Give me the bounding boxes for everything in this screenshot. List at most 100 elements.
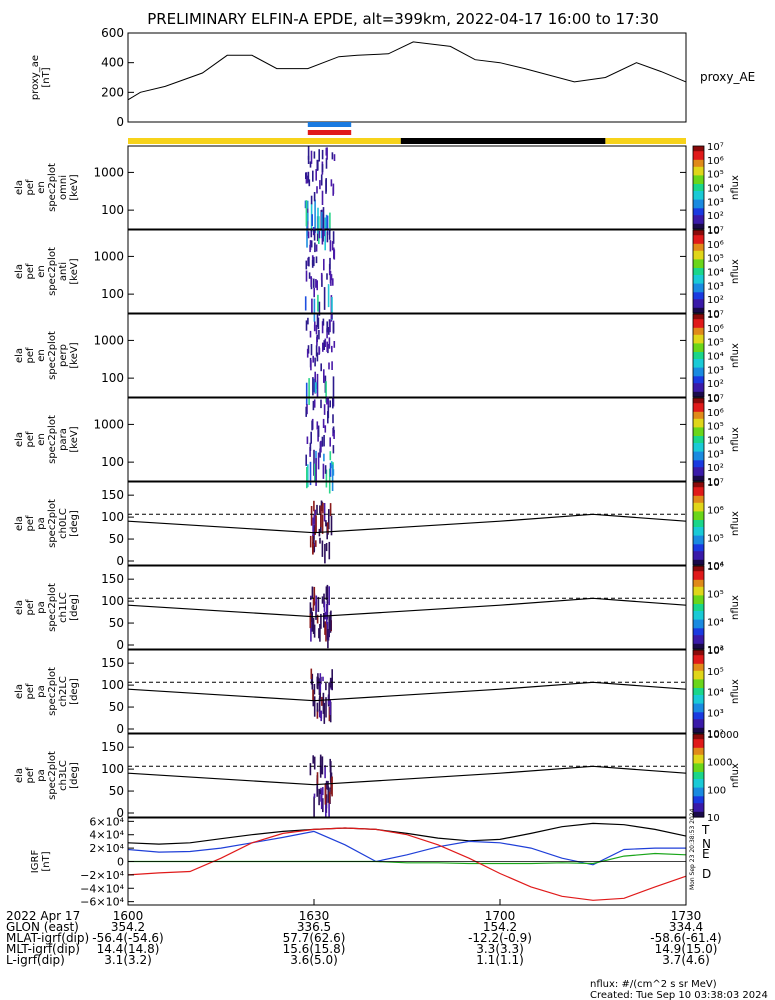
axis-label: [deg] [69, 678, 80, 705]
colorbar-cell [693, 458, 704, 461]
pitch-angle-pixel [310, 607, 313, 622]
spectrogram-pixel [328, 362, 330, 370]
spectrogram-pixel [315, 279, 317, 288]
colorbar-cell [693, 364, 704, 367]
colorbar-cell [693, 720, 704, 724]
spectrogram-pixel [309, 461, 312, 486]
spectrogram-pixel [307, 155, 310, 164]
axis-label: ela [14, 768, 25, 783]
pitch-angle-pixel [329, 681, 332, 687]
pitch-angle-pixel [309, 535, 312, 548]
colorbar-cell [693, 667, 704, 670]
pitch-angle-pixel [316, 709, 319, 719]
colorbar-cell [693, 434, 704, 437]
spectrogram-pixel [316, 421, 319, 430]
pitch-angle-pixel [327, 780, 329, 790]
colorbar-cell [693, 535, 704, 538]
colorbar-tick-label: 10² [707, 463, 724, 474]
spectrogram-pixel [312, 400, 315, 411]
spectrogram-pixel [322, 318, 325, 326]
colorbar-cell [693, 292, 704, 295]
spectrogram-pixel [332, 426, 335, 433]
colorbar-tick-label: 10⁴ [707, 617, 724, 628]
colorbar-cell [693, 154, 704, 157]
footer-value: 334.4 [669, 920, 703, 934]
colorbar-frame [692, 145, 705, 230]
colorbar-tick-label: 10⁵ [707, 667, 724, 678]
colorbar-cell [693, 611, 704, 614]
spectrogram-pixel [320, 272, 323, 281]
colorbar-cell [693, 189, 704, 192]
spectrogram-pixel [326, 215, 329, 236]
spectrogram-pixel [326, 341, 328, 352]
pitch-angle-pixel [325, 798, 327, 818]
colorbar-cell [693, 406, 704, 409]
colorbar-cell [693, 651, 704, 654]
pitch-angle-pixel [328, 541, 331, 560]
colorbar-cell [693, 288, 704, 292]
colorbar-cell [693, 451, 704, 454]
colorbar-cell [693, 681, 704, 684]
colorbar-cell [693, 735, 704, 738]
spectrogram-pixel [326, 321, 328, 333]
spectrogram-pixel [325, 381, 327, 403]
y-tick-label: 4×10⁴ [89, 829, 124, 842]
colorbar-tick-label: 10³ [707, 281, 724, 292]
colorbar-cell [693, 215, 704, 218]
colorbar-cell [693, 273, 704, 276]
colorbar-cell [693, 578, 704, 581]
colorbar-cell [693, 477, 704, 480]
spectrogram-pixel [329, 257, 331, 270]
colorbar-cell [693, 336, 704, 339]
colorbar-tick-label: 10⁴ [707, 436, 724, 447]
colorbar-cell [693, 775, 704, 778]
colorbar-tick-label: 10⁷ [707, 310, 724, 321]
axis-label: [deg] [69, 510, 80, 537]
pitch-angle-pixel [313, 796, 315, 818]
y-tick-label: 0 [116, 806, 124, 820]
spectrogram-pixel [311, 420, 313, 431]
footer-value: 57.7(62.6) [283, 931, 346, 945]
axis-label: ela [14, 684, 25, 699]
colorbar-cell [693, 213, 704, 216]
colorbar-cell [693, 379, 704, 382]
colorbar-cell [693, 801, 704, 804]
colorbar-cell [693, 365, 704, 369]
colorbar-cell [693, 381, 704, 384]
status-bar-segment [128, 138, 401, 144]
colorbar-cell [693, 583, 704, 586]
spectrogram-pixel [321, 164, 324, 173]
spectrogram-pixel [314, 242, 316, 253]
spectrogram-pixel [331, 152, 334, 160]
colorbar-frame [692, 481, 705, 566]
spectrogram-pixel [331, 361, 333, 370]
spectrogram-pixel [329, 212, 331, 232]
colorbar-cell [693, 759, 704, 763]
colorbar-cell [693, 261, 704, 264]
pitch-angle-pixel [321, 756, 324, 775]
colorbar-cell [693, 640, 704, 643]
spectrogram-pixel [326, 397, 328, 405]
spectrogram-pixel [310, 150, 313, 164]
footer-value: 336.5 [297, 920, 331, 934]
y-tick-label: 100 [101, 203, 124, 217]
axis-label: pef [25, 347, 36, 364]
colorbar-tick-label: 10⁴ [707, 268, 724, 279]
colorbar-cell [693, 311, 704, 314]
colorbar-tick-label: 10⁶ [707, 156, 724, 167]
colorbar-cell [693, 712, 704, 715]
spectrogram-pixel [308, 256, 310, 267]
spectrogram-pixel [308, 272, 311, 279]
spectrogram-pixel [323, 228, 325, 237]
spectrogram-pixel [314, 321, 316, 331]
y-tick-label: 0 [116, 722, 124, 736]
status-bar-segment [605, 138, 686, 144]
colorbar-cell [693, 436, 704, 439]
colorbar-cell [693, 455, 704, 458]
colorbar-cell [693, 180, 704, 183]
pitch-angle-pixel [324, 765, 326, 779]
colorbar-cell [693, 388, 704, 391]
spectrogram-pixel [313, 298, 316, 322]
pitch-angle-pixel [310, 668, 313, 680]
